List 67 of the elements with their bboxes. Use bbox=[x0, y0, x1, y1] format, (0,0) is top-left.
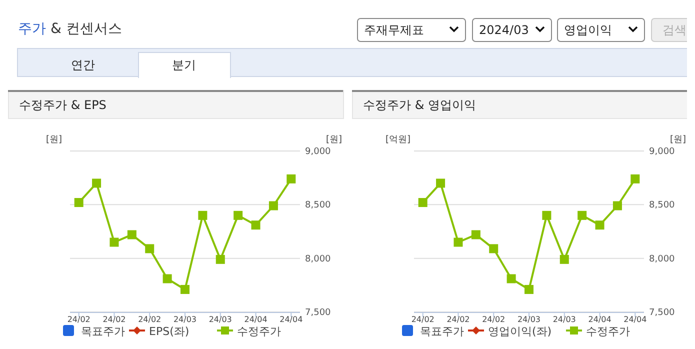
point bbox=[110, 238, 119, 247]
legend-label: 목표주가 bbox=[420, 325, 464, 338]
text: 검색 bbox=[662, 23, 686, 37]
x-tick-label: 24/02 bbox=[446, 315, 470, 324]
y2-axis-title: [원] bbox=[326, 135, 342, 145]
text: 주재무제표 bbox=[364, 23, 424, 37]
chart-title: 수정주가 & 영업이익 bbox=[363, 98, 476, 112]
x-tick-label: 24/04 bbox=[624, 315, 647, 324]
point bbox=[234, 210, 243, 220]
x-tick-label: 24/03 bbox=[552, 315, 576, 324]
x-tick-label: 24/02 bbox=[138, 315, 162, 324]
point bbox=[630, 174, 640, 184]
point bbox=[560, 254, 569, 264]
y2-tick-label: 7,500 bbox=[305, 308, 332, 318]
x-tick-label: 24/03 bbox=[208, 315, 232, 324]
point bbox=[471, 230, 480, 240]
point bbox=[542, 210, 552, 220]
y2-tick-label: 8,500 bbox=[305, 200, 332, 211]
point bbox=[418, 198, 428, 208]
point bbox=[578, 210, 587, 220]
x-tick-label: 24/03 bbox=[517, 315, 541, 324]
y-axis-title: [억원] bbox=[385, 135, 411, 145]
point bbox=[251, 220, 260, 230]
text: 영업이익 bbox=[564, 23, 612, 37]
point bbox=[198, 210, 208, 220]
point bbox=[162, 274, 172, 284]
x-tick-label: 24/04 bbox=[244, 315, 268, 324]
legend-label: 목표주가 bbox=[81, 325, 125, 338]
point bbox=[145, 244, 154, 254]
y2-tick-label: 8,500 bbox=[649, 200, 676, 211]
y2-tick-label: 7,500 bbox=[649, 308, 676, 318]
legend-label: 수정주가 bbox=[586, 325, 630, 338]
point bbox=[524, 284, 534, 294]
point bbox=[74, 198, 84, 208]
point bbox=[286, 174, 296, 184]
text: 분기 bbox=[172, 58, 196, 72]
x-tick-label: 24/03 bbox=[173, 315, 197, 324]
text: 2024/03 bbox=[479, 23, 529, 37]
point bbox=[506, 274, 516, 284]
point bbox=[216, 254, 225, 264]
point bbox=[454, 238, 463, 247]
point bbox=[595, 220, 604, 230]
x-tick-label: 24/04 bbox=[280, 315, 303, 324]
text: 주가 & 컨센서스 bbox=[18, 21, 122, 37]
point bbox=[489, 244, 498, 254]
point bbox=[92, 178, 102, 188]
y2-axis-title: [원] bbox=[670, 135, 686, 145]
y2-tick-label: 8,000 bbox=[305, 254, 332, 264]
y2-tick-label: 8,000 bbox=[649, 254, 676, 264]
y2-tick-label: 9,000 bbox=[305, 147, 332, 157]
y2-tick-label: 9,000 bbox=[649, 147, 676, 157]
x-tick-label: 24/02 bbox=[67, 315, 90, 324]
point bbox=[436, 178, 446, 188]
x-tick-label: 24/02 bbox=[482, 315, 506, 324]
x-tick-label: 24/04 bbox=[588, 315, 612, 324]
chart-title: 수정주가 & EPS bbox=[19, 98, 106, 112]
x-tick-label: 24/02 bbox=[411, 315, 434, 324]
point bbox=[612, 201, 622, 210]
y-axis-title: [원] bbox=[46, 135, 62, 145]
point bbox=[180, 284, 190, 294]
x-tick-label: 24/02 bbox=[102, 315, 126, 324]
legend-label: 영업이익(좌) bbox=[488, 325, 552, 338]
point bbox=[268, 201, 278, 210]
legend-label: 수정주가 bbox=[237, 325, 281, 338]
legend-label: EPS(좌) bbox=[149, 325, 190, 338]
text: 연간 bbox=[71, 58, 95, 72]
point bbox=[127, 230, 136, 240]
